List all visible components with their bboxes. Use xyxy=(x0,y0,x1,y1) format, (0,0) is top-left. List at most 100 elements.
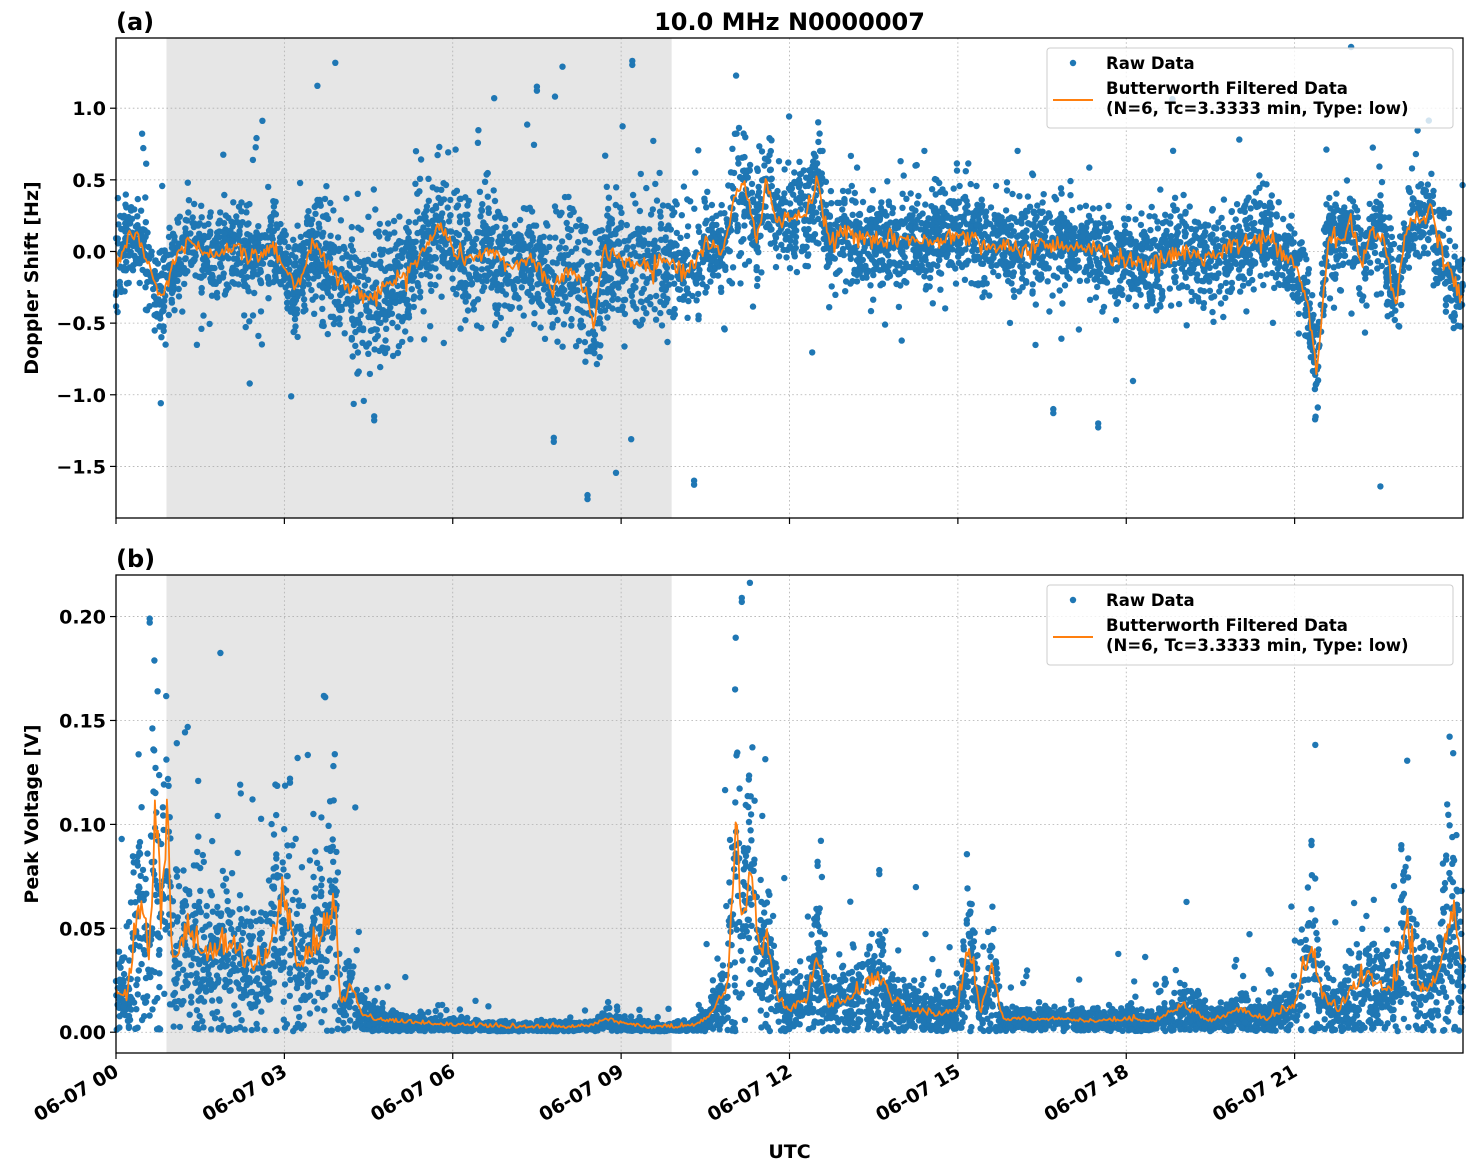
raw-data-point xyxy=(563,219,570,227)
raw-data-point xyxy=(1153,307,1160,314)
raw-data-point xyxy=(1170,202,1177,209)
raw-data-point xyxy=(867,307,875,315)
raw-data-point xyxy=(253,134,260,142)
raw-data-point xyxy=(632,200,639,207)
raw-data-point xyxy=(851,189,858,197)
raw-data-point xyxy=(1412,150,1420,158)
raw-data-point xyxy=(465,271,472,278)
raw-data-point xyxy=(1295,310,1303,318)
raw-data-point xyxy=(615,238,622,245)
raw-data-point xyxy=(559,343,566,350)
raw-data-point xyxy=(741,261,749,268)
raw-data-point xyxy=(439,254,446,262)
raw-data-point xyxy=(619,123,626,130)
raw-data-point xyxy=(188,259,195,267)
raw-data-point xyxy=(1175,300,1183,308)
raw-data-point xyxy=(1257,272,1264,280)
raw-data-point xyxy=(366,370,374,378)
raw-data-point xyxy=(809,235,817,242)
raw-data-point xyxy=(1205,222,1212,229)
raw-data-point xyxy=(783,254,790,261)
raw-data-point xyxy=(682,246,689,253)
raw-data-point xyxy=(1182,274,1189,281)
raw-data-point xyxy=(546,243,553,251)
raw-data-point xyxy=(803,243,810,251)
raw-data-point xyxy=(587,346,594,354)
raw-data-point xyxy=(121,288,128,295)
raw-data-point xyxy=(283,299,291,306)
raw-data-point xyxy=(562,294,569,301)
raw-data-point xyxy=(230,231,237,239)
raw-data-point xyxy=(267,260,274,268)
raw-data-point xyxy=(350,265,358,273)
raw-data-point xyxy=(1168,232,1175,240)
raw-data-point xyxy=(524,243,531,250)
raw-data-point xyxy=(1237,288,1244,295)
raw-data-point xyxy=(975,282,982,289)
raw-data-point xyxy=(1068,206,1076,214)
raw-data-point xyxy=(974,246,981,254)
raw-data-point xyxy=(969,247,976,255)
raw-data-point xyxy=(1126,270,1133,277)
raw-data-point xyxy=(1395,322,1402,330)
raw-data-point xyxy=(365,340,373,347)
raw-data-point xyxy=(407,336,414,343)
raw-data-point xyxy=(626,288,634,295)
raw-data-point xyxy=(410,303,417,311)
raw-data-point xyxy=(1056,265,1063,272)
raw-data-point xyxy=(650,137,657,145)
raw-data-point xyxy=(896,270,903,277)
raw-data-point xyxy=(452,238,460,246)
raw-data-point xyxy=(418,271,425,279)
raw-data-point xyxy=(472,247,479,255)
raw-data-point xyxy=(1182,208,1189,216)
raw-data-point xyxy=(257,234,264,241)
raw-data-point xyxy=(1348,310,1355,317)
raw-data-point xyxy=(1039,199,1046,206)
raw-data-point xyxy=(352,342,359,350)
raw-data-point xyxy=(302,306,309,313)
raw-data-point xyxy=(1377,207,1384,214)
raw-data-point xyxy=(1245,280,1252,287)
raw-data-point xyxy=(354,190,361,197)
raw-data-point xyxy=(1451,312,1459,319)
raw-data-point xyxy=(1273,211,1280,218)
raw-data-point xyxy=(171,307,178,314)
raw-data-point xyxy=(622,274,629,282)
raw-data-point xyxy=(207,278,215,286)
raw-data-point xyxy=(354,349,362,356)
raw-data-point xyxy=(605,302,612,309)
raw-data-point xyxy=(585,265,592,272)
raw-data-point xyxy=(478,324,485,332)
raw-data-point xyxy=(628,436,635,443)
raw-data-point xyxy=(258,341,266,348)
raw-data-point xyxy=(828,283,835,290)
raw-data-point xyxy=(839,187,847,195)
raw-data-point xyxy=(1442,301,1450,309)
raw-data-point xyxy=(356,326,363,333)
raw-data-point xyxy=(660,273,667,280)
raw-data-point xyxy=(1236,136,1243,143)
raw-data-point xyxy=(174,219,182,226)
raw-data-point xyxy=(309,296,316,303)
raw-data-point xyxy=(1407,209,1414,216)
raw-data-point xyxy=(125,252,133,259)
raw-data-point xyxy=(884,178,891,185)
raw-data-point xyxy=(330,207,337,214)
raw-data-point xyxy=(456,213,464,220)
raw-data-point xyxy=(381,310,388,317)
raw-data-point xyxy=(948,216,955,223)
raw-data-point xyxy=(962,204,969,212)
raw-data-point xyxy=(638,289,645,296)
raw-data-point xyxy=(705,226,712,234)
raw-data-point xyxy=(791,178,798,186)
raw-data-point xyxy=(654,244,661,252)
raw-data-point xyxy=(942,305,949,312)
raw-data-point xyxy=(1259,254,1266,261)
raw-data-point xyxy=(437,214,445,221)
raw-data-point xyxy=(921,147,928,155)
raw-data-point xyxy=(746,161,754,169)
raw-data-point xyxy=(973,182,980,190)
raw-data-point xyxy=(404,309,411,316)
raw-data-point xyxy=(1058,252,1065,260)
